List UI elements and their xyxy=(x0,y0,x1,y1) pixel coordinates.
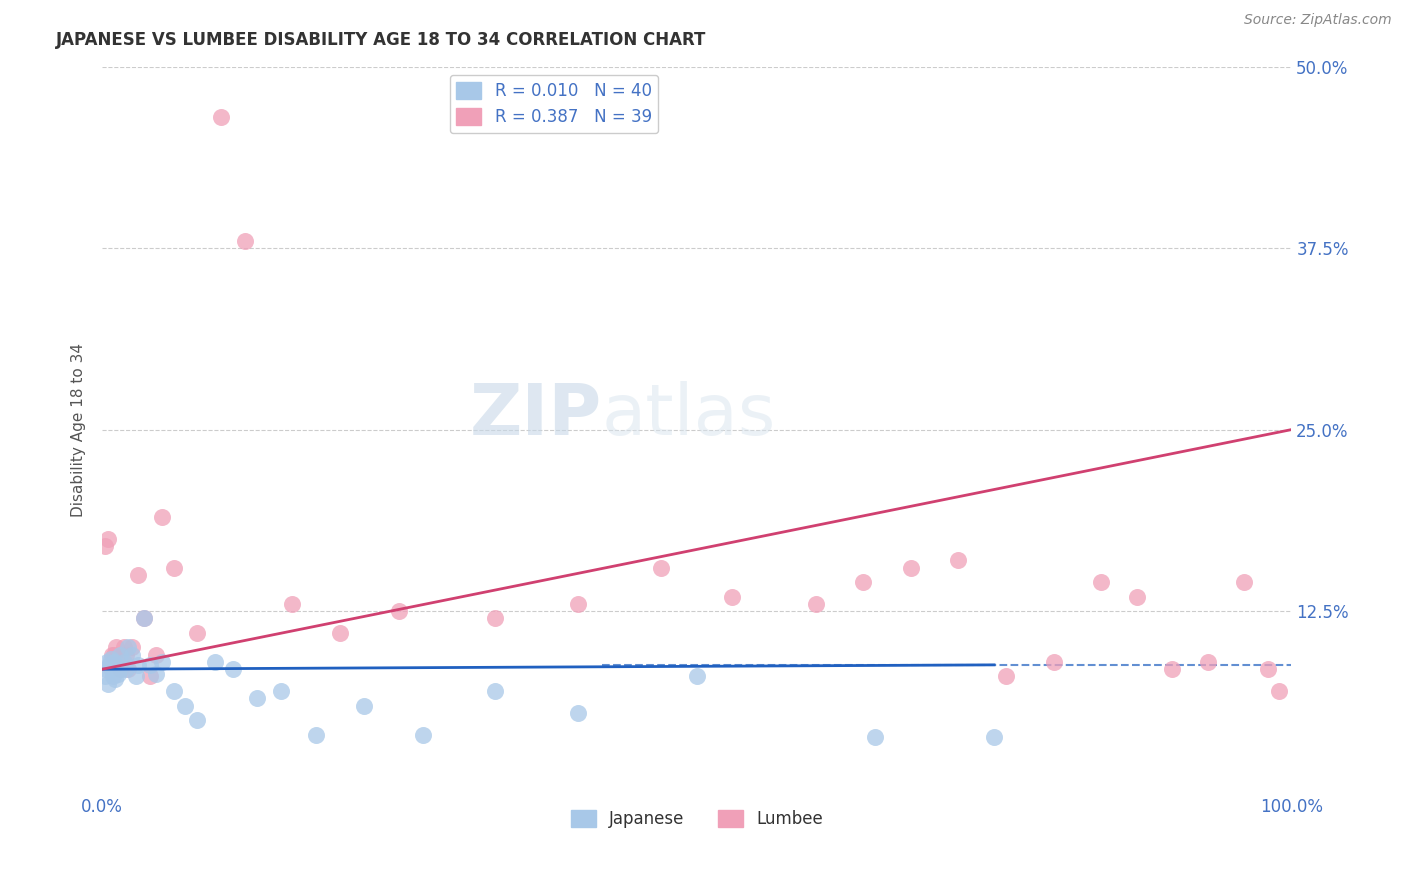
Point xyxy=(804,597,827,611)
Text: Source: ZipAtlas.com: Source: ZipAtlas.com xyxy=(1244,13,1392,28)
Point xyxy=(112,655,135,669)
Point xyxy=(1090,575,1112,590)
Point xyxy=(127,567,149,582)
Point xyxy=(108,648,131,662)
Point xyxy=(127,657,149,672)
Point xyxy=(132,611,155,625)
Point xyxy=(139,669,162,683)
Point xyxy=(412,728,434,742)
Point xyxy=(121,648,143,662)
Point xyxy=(305,728,328,742)
Point xyxy=(484,611,506,625)
Point xyxy=(567,706,589,720)
Y-axis label: Disability Age 18 to 34: Disability Age 18 to 34 xyxy=(72,343,86,516)
Point xyxy=(281,597,304,611)
Point xyxy=(388,604,411,618)
Point xyxy=(721,590,744,604)
Point xyxy=(104,673,127,687)
Point xyxy=(1233,575,1256,590)
Point xyxy=(650,560,672,574)
Point xyxy=(994,669,1017,683)
Point xyxy=(94,662,117,676)
Point xyxy=(112,640,135,655)
Point xyxy=(97,677,120,691)
Point xyxy=(145,648,167,662)
Point xyxy=(204,655,226,669)
Point xyxy=(186,626,208,640)
Point xyxy=(145,666,167,681)
Point xyxy=(162,684,184,698)
Point xyxy=(686,669,709,683)
Point xyxy=(222,662,245,676)
Point xyxy=(103,648,125,662)
Point xyxy=(97,532,120,546)
Point xyxy=(96,655,118,669)
Point xyxy=(900,560,922,574)
Point xyxy=(117,662,139,676)
Point xyxy=(132,611,155,625)
Point xyxy=(101,669,124,683)
Point xyxy=(852,575,875,590)
Point xyxy=(115,662,138,676)
Point xyxy=(1161,662,1184,676)
Point xyxy=(484,684,506,698)
Point xyxy=(863,731,886,745)
Text: JAPANESE VS LUMBEE DISABILITY AGE 18 TO 34 CORRELATION CHART: JAPANESE VS LUMBEE DISABILITY AGE 18 TO … xyxy=(56,31,707,49)
Point xyxy=(150,509,173,524)
Point xyxy=(100,648,122,662)
Point xyxy=(983,731,1005,745)
Point xyxy=(108,661,131,675)
Point xyxy=(1197,655,1219,669)
Point xyxy=(105,657,128,672)
Point xyxy=(121,640,143,655)
Point xyxy=(246,691,269,706)
Point xyxy=(98,657,121,672)
Text: ZIP: ZIP xyxy=(470,381,602,450)
Point xyxy=(150,655,173,669)
Point xyxy=(93,539,115,553)
Point xyxy=(329,626,352,640)
Point xyxy=(124,669,146,683)
Point xyxy=(100,652,122,666)
Point xyxy=(108,662,131,676)
Text: atlas: atlas xyxy=(602,381,776,450)
Point xyxy=(233,234,256,248)
Point xyxy=(107,666,129,681)
Point xyxy=(93,669,115,683)
Point xyxy=(186,713,208,727)
Point xyxy=(100,662,122,676)
Point xyxy=(270,684,292,698)
Point xyxy=(115,648,138,662)
Point xyxy=(139,657,162,672)
Point xyxy=(1125,590,1147,604)
Point xyxy=(1268,684,1291,698)
Point xyxy=(117,640,139,655)
Point xyxy=(110,662,132,676)
Point xyxy=(948,553,970,567)
Point xyxy=(162,560,184,574)
Point xyxy=(103,655,125,669)
Point xyxy=(1257,662,1279,676)
Point xyxy=(353,698,375,713)
Point xyxy=(1042,655,1064,669)
Point xyxy=(567,597,589,611)
Legend: Japanese, Lumbee: Japanese, Lumbee xyxy=(564,804,830,835)
Point xyxy=(174,698,197,713)
Point xyxy=(209,111,232,125)
Point xyxy=(105,640,128,655)
